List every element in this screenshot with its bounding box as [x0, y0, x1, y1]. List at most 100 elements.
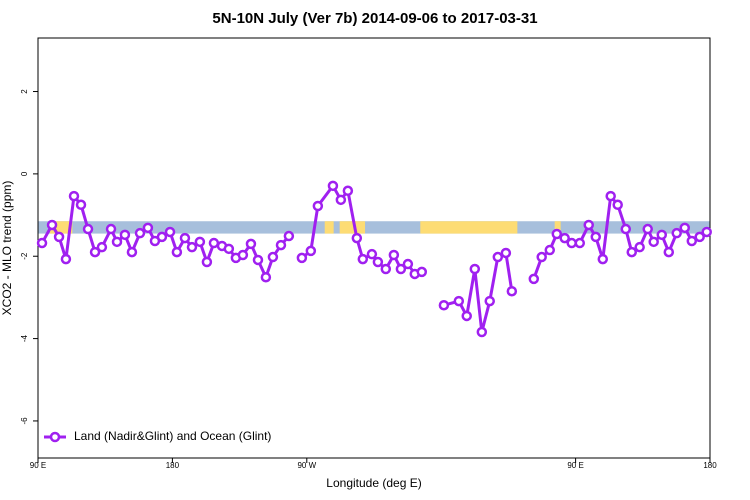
x-tick-label: 90 E	[30, 461, 46, 470]
data-point	[620, 223, 632, 235]
data-point	[68, 190, 80, 202]
data-point	[492, 251, 504, 263]
data-point	[453, 295, 465, 307]
data-point	[186, 241, 198, 253]
data-point	[75, 199, 87, 211]
data-point	[402, 258, 414, 270]
data-point	[357, 253, 369, 265]
data-point	[126, 246, 138, 258]
data-point	[179, 232, 191, 244]
data-point	[476, 326, 488, 338]
land-band	[554, 221, 561, 234]
data-point	[544, 244, 556, 256]
land-band	[420, 221, 518, 234]
data-point	[267, 251, 279, 263]
data-point	[53, 231, 65, 243]
data-point	[194, 236, 206, 248]
y-tick-label: -4	[20, 334, 29, 342]
data-point	[208, 237, 220, 249]
data-point	[416, 266, 428, 278]
y-tick-label: -2	[20, 252, 29, 260]
data-point	[612, 199, 623, 211]
data-point	[96, 241, 108, 253]
data-point	[551, 228, 563, 240]
data-point	[223, 243, 235, 255]
data-point	[626, 246, 637, 258]
data-point	[597, 253, 609, 265]
data-point	[605, 190, 616, 202]
data-point	[642, 223, 653, 235]
data-point	[252, 254, 264, 266]
land-band	[339, 221, 366, 234]
data-point	[342, 185, 354, 197]
legend-label: Land (Nadir&Glint) and Ocean (Glint)	[74, 429, 271, 443]
data-point	[634, 241, 645, 253]
data-point	[686, 235, 698, 247]
data-point	[82, 223, 94, 235]
data-point	[46, 219, 58, 231]
x-tick-label: 180	[166, 461, 180, 470]
data-point	[245, 238, 257, 250]
data-point	[559, 232, 570, 244]
data-point	[679, 222, 691, 234]
data-point	[484, 295, 495, 307]
data-point	[36, 237, 48, 249]
data-point	[142, 222, 154, 234]
data-point	[536, 251, 547, 263]
data-point	[351, 232, 363, 244]
data-point	[590, 231, 602, 243]
land-band	[324, 221, 334, 234]
y-axis-label: XCO2 - MLO trend (ppm)	[0, 181, 14, 316]
data-point	[663, 246, 675, 258]
x-tick-label: 90 W	[297, 461, 316, 470]
data-point	[372, 256, 384, 268]
data-point	[312, 200, 324, 212]
x-axis-label: Longitude (deg E)	[326, 476, 421, 490]
y-tick-label: 0	[20, 171, 29, 176]
data-point	[461, 310, 472, 322]
data-point	[528, 273, 540, 285]
data-point	[500, 247, 512, 259]
data-point	[506, 285, 518, 297]
data-point	[395, 263, 407, 275]
x-tick-label: 180	[703, 461, 717, 470]
data-point	[296, 252, 308, 264]
data-point	[335, 194, 347, 206]
data-point	[156, 231, 168, 243]
data-point	[60, 253, 72, 265]
data-point	[89, 246, 101, 258]
y-tick-label: -6	[20, 417, 29, 425]
data-point	[305, 245, 317, 257]
data-point	[327, 180, 339, 192]
data-point	[380, 263, 392, 275]
plot-frame	[37, 37, 711, 459]
data-point	[237, 249, 249, 261]
data-point	[469, 263, 481, 275]
data-point	[388, 249, 400, 261]
chart-title: 5N-10N July (Ver 7b) 2014-09-06 to 2017-…	[212, 10, 537, 27]
data-point	[694, 231, 705, 243]
data-point	[701, 226, 712, 238]
data-point	[171, 246, 183, 258]
data-point	[201, 256, 213, 268]
data-point	[275, 239, 287, 251]
data-point	[671, 227, 682, 239]
data-point	[283, 230, 295, 242]
data-point	[438, 299, 450, 311]
data-point	[260, 271, 272, 283]
x-tick-label: 90 E	[567, 461, 583, 470]
data-point	[583, 219, 594, 231]
legend-marker	[49, 431, 61, 443]
ocean-band	[38, 221, 710, 234]
data-point	[656, 229, 668, 241]
data-point	[574, 237, 586, 249]
data-point	[119, 229, 131, 241]
data-point	[648, 236, 659, 248]
data-point	[164, 226, 176, 238]
data-point	[366, 248, 378, 260]
data-point	[134, 227, 146, 239]
y-tick-label: 2	[20, 89, 29, 94]
data-point	[105, 223, 117, 235]
data-point	[566, 237, 577, 249]
